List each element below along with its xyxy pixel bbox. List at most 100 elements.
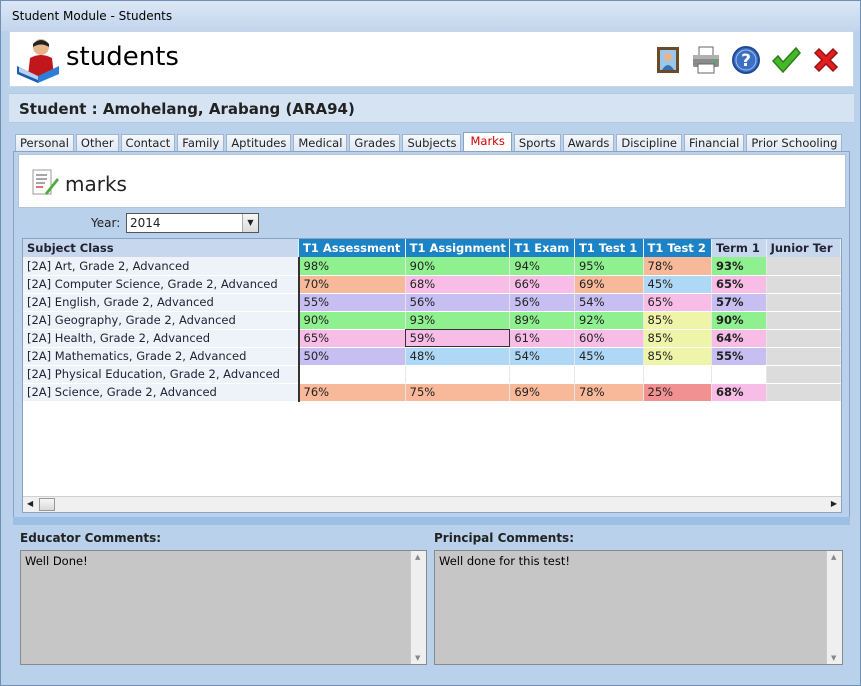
term-mark-cell[interactable]: 57% [711,293,767,312]
tab-subjects[interactable]: Subjects [402,134,462,152]
table-row[interactable]: [2A] English, Grade 2, Advanced 55% 56% 56%… [23,293,841,312]
mark-cell[interactable]: 69% [509,383,575,402]
mark-cell[interactable]: 95% [574,257,644,276]
print-icon[interactable] [690,44,722,76]
scroll-left-icon[interactable]: ◀ [27,499,34,508]
tab-family[interactable]: Family [177,134,225,152]
column-header[interactable]: T1 Exam [509,239,575,257]
tab-contact[interactable]: Contact [120,134,176,152]
educator-comments-field[interactable]: Well Done! ▲ ▼ [20,550,427,665]
subject-cell[interactable]: [2A] Computer Science, Grade 2, Advanced [23,275,300,294]
mark-cell[interactable]: 65% [298,329,406,348]
scroll-down-icon[interactable]: ▼ [415,654,421,662]
mark-cell[interactable] [509,365,575,384]
tab-personal[interactable]: Personal [15,134,74,152]
column-header[interactable]: Subject Class [23,239,300,257]
subject-cell[interactable]: [2A] Mathematics, Grade 2, Advanced [23,347,300,366]
scroll-down-icon[interactable]: ▼ [831,654,837,662]
year-select[interactable]: 2014 ▼ [126,213,259,233]
chevron-down-icon[interactable]: ▼ [242,214,258,232]
term-mark-cell[interactable]: 90% [711,311,767,330]
subject-cell[interactable]: [2A] Art, Grade 2, Advanced [23,257,300,276]
mark-cell[interactable]: 75% [405,383,511,402]
accept-icon[interactable] [770,44,802,76]
term-mark-cell[interactable]: 93% [711,257,767,276]
mark-cell[interactable]: 78% [574,383,644,402]
tab-aptitudes[interactable]: Aptitudes [226,134,292,152]
mark-cell[interactable]: 45% [643,275,713,294]
term-mark-cell[interactable]: 68% [711,383,767,402]
mark-cell[interactable]: 66% [509,275,575,294]
mark-cell[interactable]: 78% [643,257,713,276]
mark-cell[interactable]: 56% [405,293,511,312]
scroll-thumb[interactable] [39,498,55,511]
subject-cell[interactable]: [2A] Geography, Grade 2, Advanced [23,311,300,330]
tab-other[interactable]: Other [75,134,119,152]
mark-cell[interactable]: 94% [509,257,575,276]
mark-cell[interactable]: 98% [298,257,406,276]
mark-cell[interactable] [405,365,511,384]
table-row[interactable]: [2A] Mathematics, Grade 2, Advanced 50% 48… [23,347,841,366]
mark-cell[interactable]: 54% [574,293,644,312]
column-header[interactable]: T1 Test 1 [574,239,644,257]
table-row[interactable]: [2A] Health, Grade 2, Advanced 65% 59% 61% 6… [23,329,841,348]
tab-discipline[interactable]: Discipline [616,134,682,152]
mark-cell[interactable]: 61% [509,329,575,348]
mark-cell[interactable]: 70% [298,275,406,294]
mark-cell[interactable]: 69% [574,275,644,294]
term-mark-cell[interactable] [711,365,767,384]
mark-cell[interactable]: 45% [574,347,644,366]
mark-cell[interactable]: 92% [574,311,644,330]
mark-cell[interactable]: 60% [574,329,644,348]
term-mark-cell[interactable]: 55% [711,347,767,366]
tab-financial[interactable]: Financial [684,134,745,152]
subject-cell[interactable]: [2A] Health, Grade 2, Advanced [23,329,300,348]
scroll-up-icon[interactable]: ▲ [415,553,421,561]
mark-cell[interactable]: 68% [405,275,511,294]
tab-awards[interactable]: Awards [562,134,615,152]
mark-cell[interactable]: 90% [298,311,406,330]
table-row[interactable]: [2A] Art, Grade 2, Advanced 98% 90% 94% 95% 7… [23,257,841,276]
scroll-right-icon[interactable]: ▶ [830,499,837,508]
help-icon[interactable]: ? [730,44,762,76]
mark-cell[interactable]: 55% [298,293,406,312]
photo-icon[interactable] [652,44,684,76]
column-header[interactable]: T1 Assessment [298,239,406,257]
column-header[interactable]: Term 1 [711,239,767,257]
term-mark-cell[interactable]: 65% [711,275,767,294]
mark-cell[interactable] [574,365,644,384]
mark-cell[interactable]: 50% [298,347,406,366]
mark-cell[interactable]: 93% [405,311,511,330]
mark-cell[interactable]: 65% [643,293,713,312]
mark-cell[interactable] [643,365,713,384]
tab-marks[interactable]: Marks [463,132,512,152]
column-header[interactable]: T1 Test 2 [643,239,713,257]
mark-cell[interactable]: 90% [405,257,511,276]
mark-cell[interactable]: 25% [643,383,713,402]
educator-comments-scrollbar[interactable]: ▲ ▼ [410,551,426,664]
cancel-icon[interactable] [810,44,842,76]
subject-cell[interactable]: [2A] English, Grade 2, Advanced [23,293,300,312]
term-mark-cell[interactable]: 64% [711,329,767,348]
mark-cell[interactable]: 89% [509,311,575,330]
table-row[interactable]: [2A] Physical Education, Grade 2, Advanc… [23,365,841,384]
subject-cell[interactable]: [2A] Science, Grade 2, Advanced [23,383,300,402]
principal-comments-field[interactable]: Well done for this test! ▲ ▼ [434,550,843,665]
column-header[interactable]: Junior Ter [766,239,841,257]
mark-cell[interactable]: 59% [405,329,511,348]
mark-cell[interactable]: 76% [298,383,406,402]
table-row[interactable]: [2A] Geography, Grade 2, Advanced 90% 93% 8… [23,311,841,330]
scroll-up-icon[interactable]: ▲ [831,553,837,561]
mark-cell[interactable]: 56% [509,293,575,312]
table-row[interactable]: [2A] Science, Grade 2, Advanced 76% 75% 69%… [23,383,841,402]
principal-comments-scrollbar[interactable]: ▲ ▼ [826,551,842,664]
mark-cell[interactable] [298,365,406,384]
tab-sports[interactable]: Sports [513,134,561,152]
tab-medical[interactable]: Medical [293,134,348,152]
subject-cell[interactable]: [2A] Physical Education, Grade 2, Advanc… [23,365,300,384]
table-row[interactable]: [2A] Computer Science, Grade 2, Advanced… [23,275,841,294]
mark-cell[interactable]: 85% [643,347,713,366]
tab-grades[interactable]: Grades [349,134,401,152]
mark-cell[interactable]: 85% [643,329,713,348]
column-header[interactable]: T1 Assignment [405,239,511,257]
